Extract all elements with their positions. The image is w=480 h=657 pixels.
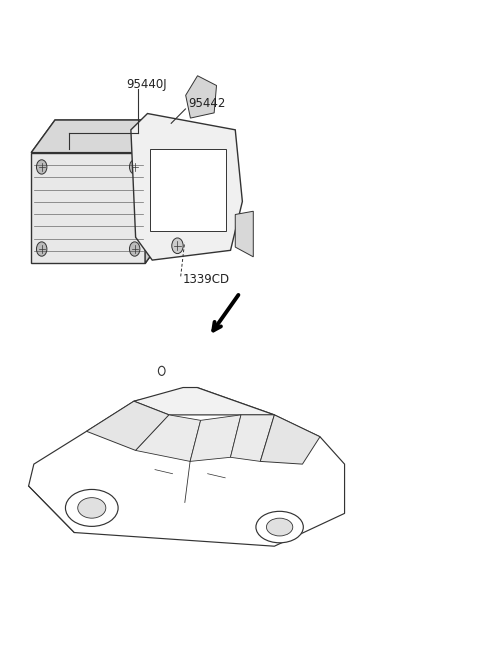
Polygon shape (136, 415, 201, 461)
Circle shape (130, 242, 140, 256)
Polygon shape (150, 149, 226, 231)
Polygon shape (31, 120, 169, 152)
Circle shape (172, 238, 183, 254)
Ellipse shape (65, 489, 118, 526)
Ellipse shape (78, 497, 106, 518)
Ellipse shape (256, 511, 303, 543)
Text: 95442: 95442 (188, 97, 225, 110)
Polygon shape (260, 415, 320, 464)
Circle shape (36, 160, 47, 174)
Ellipse shape (266, 518, 293, 536)
Circle shape (130, 160, 140, 174)
Circle shape (158, 367, 165, 375)
Circle shape (36, 242, 47, 256)
Polygon shape (186, 76, 216, 118)
Polygon shape (235, 212, 253, 257)
Polygon shape (31, 120, 169, 263)
Polygon shape (145, 120, 169, 263)
Text: 1339CD: 1339CD (183, 273, 230, 286)
Polygon shape (230, 415, 275, 461)
Polygon shape (29, 388, 345, 546)
Text: 95440J: 95440J (126, 78, 167, 91)
Polygon shape (86, 401, 169, 451)
Polygon shape (131, 114, 242, 260)
Polygon shape (190, 415, 241, 461)
Polygon shape (134, 388, 275, 415)
Polygon shape (31, 152, 145, 263)
